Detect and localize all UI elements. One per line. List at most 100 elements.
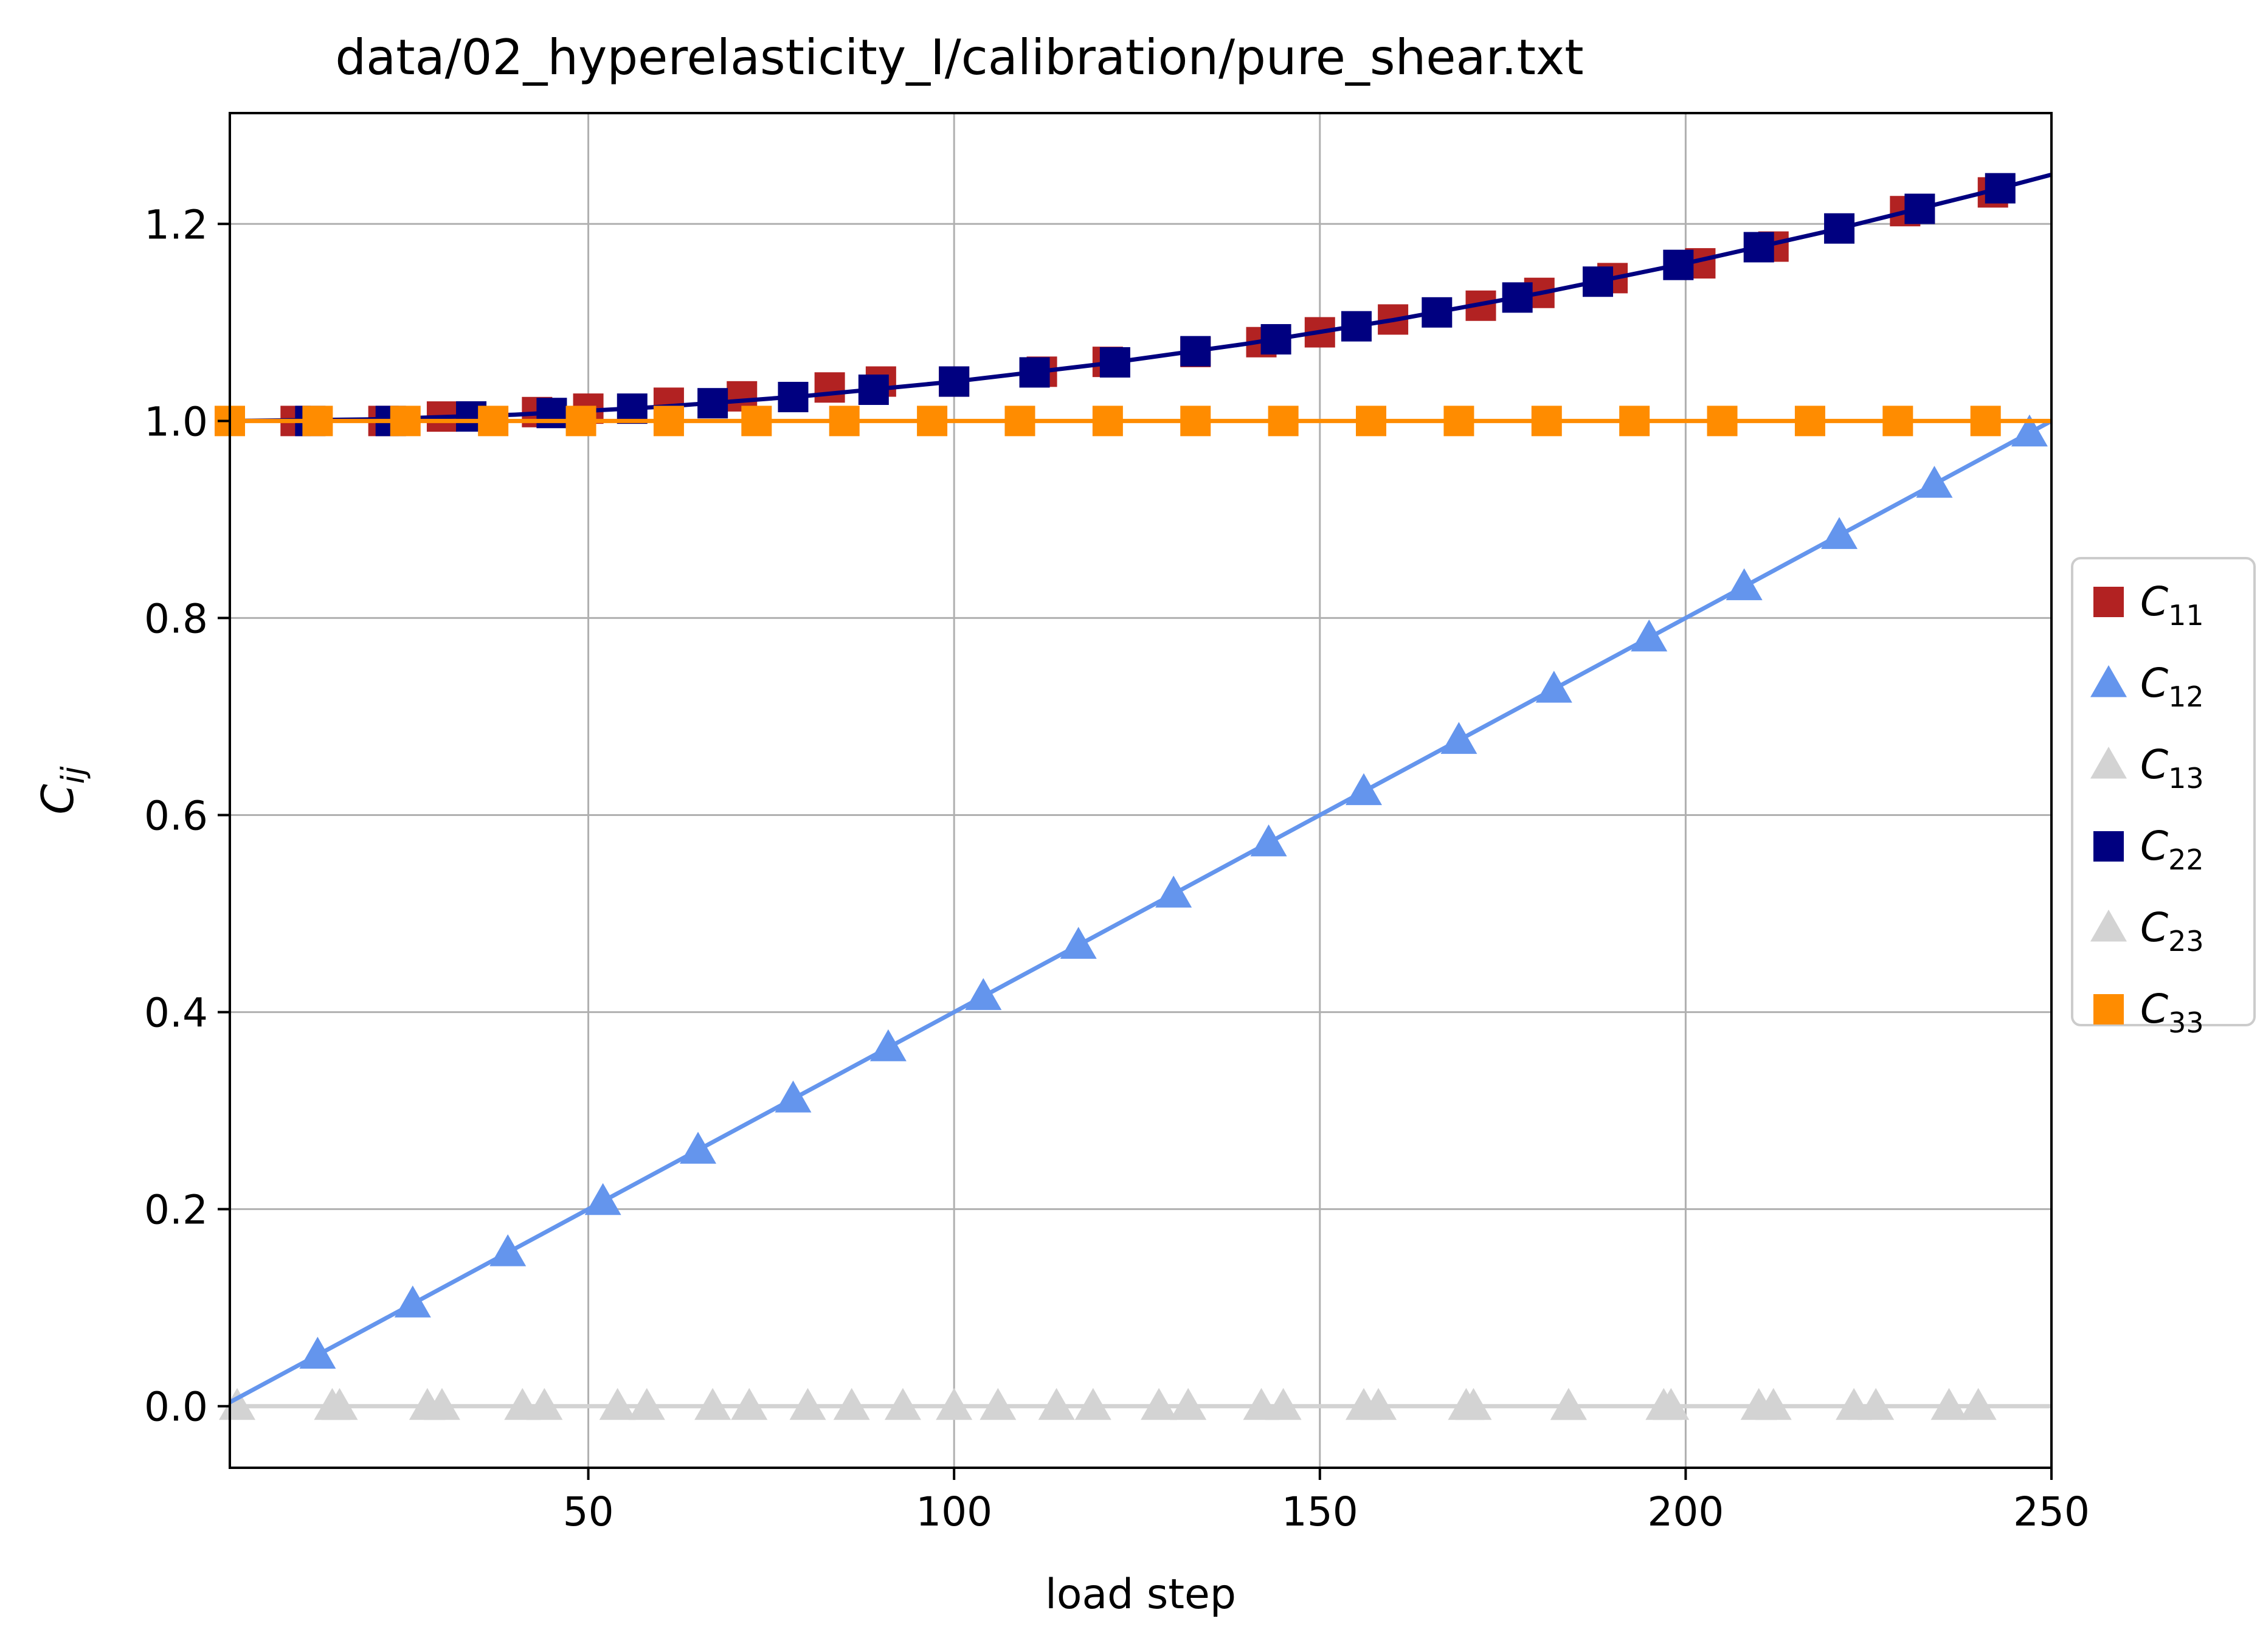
- data-point: [1631, 619, 1668, 652]
- data-point: [1180, 336, 1211, 367]
- y-tick-label: 0.6: [144, 793, 208, 840]
- y-tick-label: 0.2: [144, 1187, 208, 1234]
- data-point: [219, 1388, 256, 1420]
- x-tick-label: 250: [2013, 1488, 2090, 1535]
- data-point: [1726, 568, 1763, 601]
- data-point: [1535, 671, 1572, 703]
- data-point: [1502, 282, 1533, 313]
- data-point: [423, 1388, 460, 1420]
- legend-label: C23: [2140, 904, 2204, 958]
- data-point: [936, 1388, 973, 1420]
- series-c12: [229, 414, 2053, 1405]
- data-point: [1341, 311, 1372, 342]
- data-point: [1250, 824, 1287, 857]
- data-point: [1422, 297, 1453, 328]
- data-point: [1440, 722, 1477, 754]
- legend-marker: [2093, 587, 2124, 617]
- data-point: [390, 406, 421, 437]
- data-point: [2011, 414, 2048, 447]
- data-point: [814, 372, 845, 403]
- data-point: [1857, 1388, 1895, 1420]
- data-point: [1345, 1388, 1382, 1420]
- data-point: [321, 1388, 358, 1420]
- data-point: [789, 1388, 826, 1420]
- data-point: [1004, 406, 1035, 437]
- series-c23: [321, 1388, 1997, 1420]
- legend-item-c23: C23: [2090, 904, 2204, 958]
- legend-item-c12: C12: [2090, 660, 2204, 713]
- legend-box: [2071, 557, 2256, 1026]
- data-point: [628, 1388, 665, 1420]
- y-tick-label: 0.0: [144, 1384, 208, 1431]
- data-point: [829, 406, 860, 437]
- y-tick-label: 0.8: [144, 595, 208, 642]
- data-point: [1180, 406, 1211, 437]
- data-point: [1916, 466, 1953, 498]
- data-point: [1663, 249, 1694, 280]
- data-point: [1448, 1388, 1485, 1420]
- x-axis: 50 100 150 200 250: [563, 1468, 2090, 1535]
- data-point: [1243, 1388, 1280, 1420]
- data-point: [1155, 876, 1192, 908]
- data-point: [697, 388, 728, 419]
- x-tick-label: 150: [1282, 1488, 1358, 1535]
- data-point: [1619, 406, 1650, 437]
- data-point: [1038, 1388, 1075, 1420]
- data-point: [1930, 1388, 1968, 1420]
- data-point: [394, 1285, 431, 1318]
- legend: C11 C12 C13 C22 C23 C33: [2071, 557, 2256, 1039]
- legend-marker: [2090, 910, 2127, 942]
- data-point: [1707, 406, 1738, 437]
- data-point: [653, 406, 684, 437]
- data-point: [965, 978, 1002, 1011]
- legend-item-c11: C11: [2093, 578, 2204, 632]
- data-point: [833, 1388, 870, 1420]
- data-point: [302, 406, 333, 437]
- x-axis-label: load step: [1045, 1571, 1236, 1619]
- data-point: [858, 374, 889, 405]
- legend-label: C13: [2140, 741, 2204, 795]
- data-point: [1882, 406, 1913, 437]
- data-point: [741, 406, 772, 437]
- data-point: [1443, 406, 1474, 437]
- data-point: [1824, 213, 1855, 244]
- legend-marker: [2093, 994, 2124, 1025]
- legend-item-c22: C22: [2093, 823, 2204, 876]
- chart-title: data/02_hyperelasticity_I/calibration/pu…: [335, 29, 1583, 86]
- data-point: [536, 398, 567, 429]
- legend-label: C33: [2140, 986, 2204, 1039]
- data-point: [680, 1132, 717, 1164]
- data-point: [1904, 193, 1935, 224]
- x-tick-label: 200: [1647, 1488, 1724, 1535]
- data-point: [1794, 406, 1825, 437]
- data-point: [1060, 927, 1097, 959]
- data-point: [299, 1336, 336, 1369]
- data-point: [694, 1388, 731, 1420]
- data-point: [778, 381, 809, 412]
- y-tick-label: 0.4: [144, 990, 208, 1037]
- data-point: [939, 366, 970, 397]
- data-point: [478, 406, 509, 437]
- data-point: [584, 1183, 621, 1215]
- data-point: [1345, 773, 1382, 806]
- data-point: [1583, 266, 1614, 297]
- data-point: [869, 1029, 907, 1062]
- data-point: [1099, 347, 1130, 378]
- data-point: [565, 406, 596, 437]
- data-point: [1019, 357, 1050, 388]
- data-point: [617, 393, 648, 424]
- data-point: [1970, 406, 2001, 437]
- data-point: [1531, 406, 1562, 437]
- legend-item-c33: C33: [2093, 986, 2204, 1039]
- data-point: [884, 1388, 921, 1420]
- series-layer: [215, 172, 2053, 1420]
- legend-marker: [2093, 831, 2124, 862]
- y-tick-label: 1.0: [144, 398, 208, 445]
- legend-marker: [2090, 747, 2127, 779]
- legend-marker: [2090, 665, 2127, 697]
- plot-frame: [229, 112, 2053, 1469]
- y-tick-label: 1.2: [144, 201, 208, 248]
- data-point: [526, 1388, 563, 1420]
